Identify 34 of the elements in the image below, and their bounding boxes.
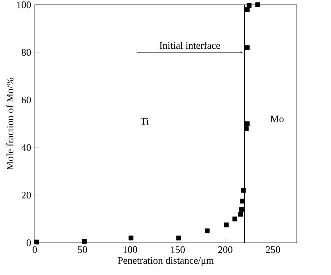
point (176, 236, 182, 241)
point (34, 240, 40, 245)
point (232, 216, 238, 222)
y-axis-title: Mole fraction of Mo/% (6, 78, 14, 170)
point (238, 212, 244, 217)
point (128, 236, 134, 241)
y-tick-label: 40 (22, 144, 32, 152)
x-tick-label: 150 (171, 246, 186, 254)
point (205, 228, 210, 234)
point (256, 2, 260, 8)
point (241, 188, 246, 194)
point (82, 239, 87, 244)
point (239, 207, 244, 212)
y-tick-label: 100 (17, 2, 32, 8)
y-tick-label: 60 (22, 96, 32, 104)
point (245, 45, 250, 50)
point (245, 122, 250, 126)
x-axis-title: Penetration distance/μm (118, 257, 214, 266)
point (244, 126, 249, 132)
x-tick-label: 200 (218, 246, 233, 254)
annotation: Ti (140, 118, 150, 125)
x-tick-label: 250 (266, 246, 280, 254)
y-tick-label: 0 (26, 240, 32, 246)
y-tick-label: 20 (22, 192, 32, 199)
point (245, 7, 250, 12)
y-tick-label: 80 (22, 49, 32, 56)
x-tick-label: 100 (124, 246, 138, 254)
ref-line-label: Initial interface (160, 42, 220, 50)
x-tick-label: 50 (78, 246, 88, 254)
point (246, 3, 252, 8)
annotation: Mo (270, 116, 284, 123)
point (224, 222, 229, 228)
x-tick-label: 0 (32, 246, 38, 254)
point (240, 198, 246, 204)
